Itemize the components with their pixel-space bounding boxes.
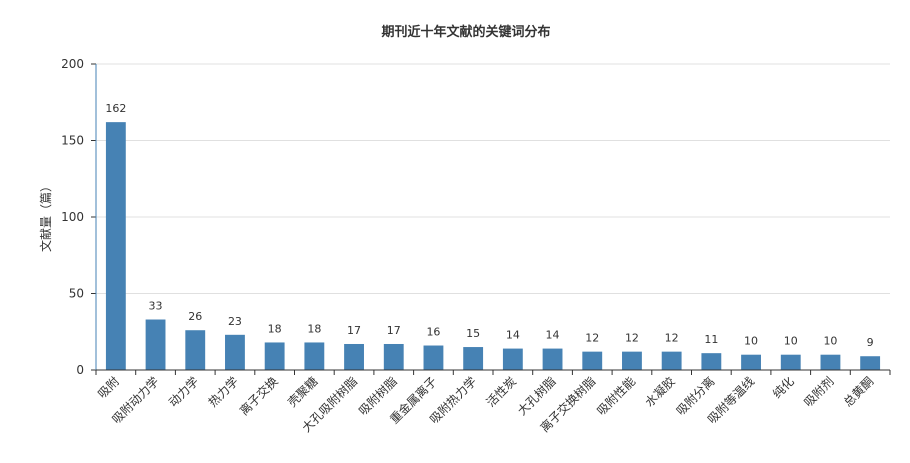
bar xyxy=(661,351,682,370)
bar xyxy=(463,347,484,370)
bar xyxy=(145,319,166,370)
x-tick-label: 吸附 xyxy=(95,374,122,401)
bar xyxy=(860,356,881,370)
data-label: 18 xyxy=(268,322,282,335)
x-tick-label: 动力学 xyxy=(165,374,201,410)
y-axis-label: 文献量（篇） xyxy=(38,180,53,252)
data-label: 26 xyxy=(188,310,202,323)
data-label: 9 xyxy=(867,336,874,349)
bar xyxy=(264,342,285,370)
y-tick-label: 200 xyxy=(61,57,84,71)
bar xyxy=(701,353,722,370)
data-label: 33 xyxy=(149,300,163,313)
bar xyxy=(622,351,642,370)
bar xyxy=(225,334,245,370)
bar xyxy=(105,122,126,370)
bar xyxy=(582,351,603,370)
data-label: 11 xyxy=(704,333,718,346)
bar xyxy=(185,330,206,370)
y-tick-labels: 0 50 100 150 200 xyxy=(61,57,96,377)
bar xyxy=(542,348,563,370)
data-label: 10 xyxy=(823,335,837,348)
bar xyxy=(304,342,325,370)
x-tick-label: 吸附性能 xyxy=(594,374,638,418)
bar xyxy=(780,354,801,370)
x-tick-label: 总黄酮 xyxy=(841,374,876,409)
bar xyxy=(820,354,841,370)
data-label: 12 xyxy=(665,332,679,345)
data-label: 12 xyxy=(585,332,599,345)
data-label: 10 xyxy=(744,335,758,348)
x-tick-label: 离子交换 xyxy=(236,374,281,419)
data-label: 15 xyxy=(466,327,480,340)
bar xyxy=(423,345,444,370)
x-tick-label: 热力学 xyxy=(205,374,241,410)
data-label: 18 xyxy=(307,322,321,335)
data-label: 10 xyxy=(784,335,798,348)
x-tick-label: 纯化 xyxy=(770,374,797,401)
bar xyxy=(383,343,404,370)
data-label: 162 xyxy=(105,102,126,115)
data-label: 23 xyxy=(228,315,242,328)
data-label: 14 xyxy=(546,329,560,342)
y-tick-label: 150 xyxy=(61,134,84,148)
grid-lines xyxy=(96,63,890,294)
bar xyxy=(502,348,523,370)
data-label: 17 xyxy=(387,324,401,337)
x-tick-label: 吸附剂 xyxy=(800,374,836,410)
bar xyxy=(344,343,364,370)
x-tick-label: 水凝胶 xyxy=(642,374,678,410)
y-tick-label: 50 xyxy=(69,287,84,301)
data-label: 12 xyxy=(625,332,639,345)
data-label: 16 xyxy=(426,326,440,339)
y-tick-label: 100 xyxy=(61,210,84,224)
x-tick-label: 活性炭 xyxy=(484,374,519,409)
y-tick-label: 0 xyxy=(76,363,84,377)
x-tick-label: 壳聚糖 xyxy=(284,374,320,410)
data-labels: 162 33 26 23 18 18 17 17 16 15 14 14 12 12 12 11 10 10 10 9 xyxy=(105,102,873,349)
bar xyxy=(741,354,761,370)
bars xyxy=(105,122,881,370)
chart-title: 期刊近十年文献的关键词分布 xyxy=(381,24,550,40)
data-label: 17 xyxy=(347,324,361,337)
data-label: 14 xyxy=(506,329,520,342)
